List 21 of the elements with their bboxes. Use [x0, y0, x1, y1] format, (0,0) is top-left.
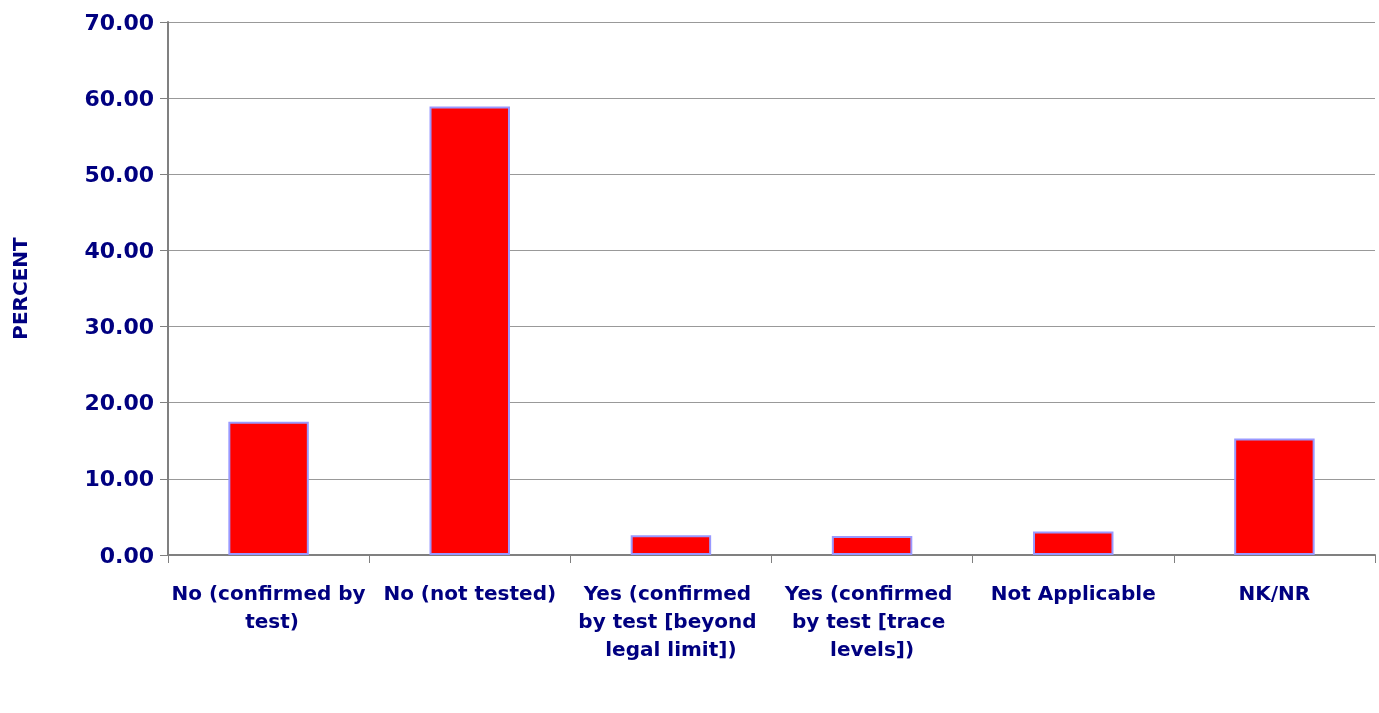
bar — [228, 421, 309, 555]
y-tick-label: 70.00 — [84, 9, 154, 35]
y-axis-title: PERCENT — [8, 236, 32, 340]
x-tick-label: No (confirmed by test) — [171, 581, 366, 633]
x-tick-label: No (not tested) — [383, 581, 557, 605]
y-tick-label: 50.00 — [84, 161, 154, 187]
x-tick-label: Yes (confirmed by test [beyond legal limit]) — [578, 581, 764, 661]
y-tick-label: 0.00 — [99, 542, 154, 568]
y-tick-label: 20.00 — [84, 390, 154, 416]
bar — [1033, 531, 1114, 555]
x-tick-label: NK/NR — [1238, 581, 1311, 605]
bar — [1234, 438, 1315, 555]
bar — [630, 535, 712, 555]
bar — [429, 106, 510, 555]
y-tick-label: 60.00 — [84, 85, 154, 111]
y-tick-label: 10.00 — [84, 466, 154, 492]
x-tick-label: Yes (confirmed by test [trace levels]) — [783, 581, 960, 661]
x-tick-label: Not Applicable — [990, 581, 1156, 605]
bar — [831, 535, 913, 555]
y-tick-label: 40.00 — [84, 237, 154, 263]
y-tick-label: 30.00 — [84, 314, 154, 340]
